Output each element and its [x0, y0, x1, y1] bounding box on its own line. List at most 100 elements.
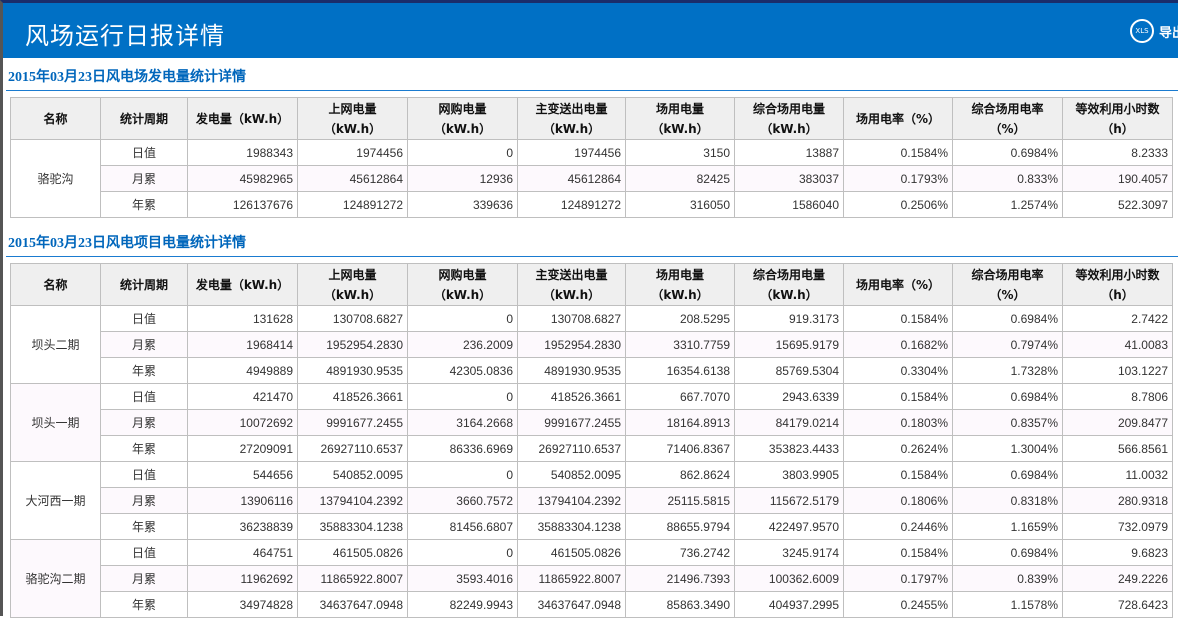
- column-header: 场用电率（%）: [843, 263, 953, 306]
- section-title-farm: 2015年03月23日风电场发电量统计详情: [8, 70, 246, 85]
- value-cell: 130708.6827: [517, 305, 626, 332]
- value-cell: 1952954.2830: [297, 331, 408, 358]
- value-cell: 0.2624%: [843, 435, 953, 462]
- value-cell: 34637647.0948: [297, 591, 408, 618]
- value-cell: 544656: [187, 461, 298, 488]
- value-cell: 15695.9179: [734, 331, 844, 358]
- column-header-text: 网购电量: [438, 267, 487, 282]
- value-cell: 667.7070: [625, 383, 735, 410]
- value-cell: 1974456: [517, 139, 626, 166]
- row-group-name: 骆驼沟: [10, 139, 101, 218]
- value-cell: 9991677.2455: [517, 409, 626, 436]
- column-header-text: （kW.h）: [542, 121, 601, 136]
- column-header: 主变送出电量 （kW.h）: [517, 263, 626, 306]
- value-cell: 3803.9905: [734, 461, 844, 488]
- column-header: 网购电量 （kW.h）: [407, 97, 518, 140]
- value-cell: 0.7974%: [952, 331, 1063, 358]
- value-cell: 0.1584%: [843, 461, 953, 488]
- period-cell: 月累: [100, 331, 188, 358]
- value-cell: 316050: [625, 191, 735, 218]
- row-group-name: 坝头一期: [10, 383, 101, 462]
- farm-stats-table: 名称 统计周期 发电量（kW.h） 上网电量 （kW.h） 网购电量 （kW.h） 主变送出电…: [10, 97, 1173, 218]
- value-cell: 3150: [625, 139, 735, 166]
- column-header-text: 上网电量: [328, 267, 377, 282]
- column-header-text: （kW.h）: [323, 121, 382, 136]
- column-header-text: （h）: [1101, 287, 1134, 302]
- period-cell: 月累: [100, 165, 188, 192]
- column-header: 统计周期: [100, 263, 188, 306]
- value-cell: 0.1806%: [843, 487, 953, 514]
- period-cell: 年累: [100, 591, 188, 618]
- column-header-text: （kW.h）: [760, 287, 818, 302]
- value-cell: 0.3304%: [843, 357, 953, 384]
- period-cell: 日值: [100, 383, 188, 410]
- section-divider: [6, 256, 1178, 257]
- column-header: 网购电量 （kW.h）: [407, 263, 518, 306]
- column-header-text: 综合场用电量: [752, 267, 825, 282]
- value-cell: 9991677.2455: [297, 409, 408, 436]
- value-cell: 11865922.8007: [297, 565, 408, 592]
- column-header: 名称: [10, 97, 101, 140]
- section-title-project: 2015年03月23日风电项目电量统计详情: [8, 236, 246, 251]
- value-cell: 1968414: [187, 331, 298, 358]
- table-row: 骆驼沟二期 日值 464751 461505.0826 0 461505.0826 736.…: [10, 539, 1173, 618]
- value-cell: 540852.0095: [517, 461, 626, 488]
- column-header-text: （kW.h）: [651, 287, 709, 302]
- column-header-text: 上网电量: [328, 101, 377, 116]
- value-cell: 10072692: [187, 409, 298, 436]
- value-cell: 1586040: [734, 191, 844, 218]
- value-cell: 0.2446%: [843, 513, 953, 540]
- period-cell: 月累: [100, 565, 188, 592]
- column-header: 综合场用电率 （%）: [952, 263, 1063, 306]
- value-cell: 0.839%: [952, 565, 1063, 592]
- value-cell: 0.6984%: [952, 305, 1063, 332]
- value-cell: 0.833%: [952, 165, 1063, 192]
- column-header-text: （%）: [989, 287, 1026, 302]
- value-cell: 13794104.2392: [517, 487, 626, 514]
- value-cell: 0.1584%: [843, 539, 953, 566]
- column-header-text: 名称: [43, 277, 68, 292]
- value-cell: 383037: [734, 165, 844, 192]
- column-header: 场用电量 （kW.h）: [625, 97, 735, 140]
- value-cell: 0.1803%: [843, 409, 953, 436]
- value-cell: 0.8318%: [952, 487, 1063, 514]
- column-header-text: 场用电量: [655, 267, 704, 282]
- column-header-text: 综合场用电量: [752, 101, 825, 116]
- column-header: 场用电量 （kW.h）: [625, 263, 735, 306]
- value-cell: 208.5295: [625, 305, 735, 332]
- value-cell: 4949889: [187, 357, 298, 384]
- value-cell: 100362.6009: [734, 565, 844, 592]
- period-cell: 日值: [100, 461, 188, 488]
- value-cell: 85769.5304: [734, 357, 844, 384]
- value-cell: 862.8624: [625, 461, 735, 488]
- value-cell: 421470: [187, 383, 298, 410]
- value-cell: 86336.6969: [407, 435, 518, 462]
- value-cell: 1952954.2830: [517, 331, 626, 358]
- value-cell: 103.1227: [1062, 357, 1173, 384]
- table-row: 月累 10072692 9991677.2455 3164.2668 9991677.2…: [11, 409, 1173, 436]
- column-header-text: 等效利用小时数: [1075, 267, 1160, 282]
- value-cell: 0.2455%: [843, 591, 953, 618]
- value-cell: 124891272: [517, 191, 626, 218]
- column-header-text: （kW.h）: [542, 287, 601, 302]
- table-row: 坝头二期 日值 131628 130708.6827 0 130708.6827 208.5…: [10, 305, 1173, 384]
- column-header-text: （kW.h）: [651, 121, 709, 136]
- table-row: 坝头一期 日值 421470 418526.3661 0 418526.3661 667.7…: [10, 383, 1173, 462]
- row-group-name: 大河西一期: [10, 461, 101, 540]
- value-cell: 236.2009: [407, 331, 518, 358]
- value-cell: 339636: [407, 191, 518, 218]
- value-cell: 45612864: [297, 165, 408, 192]
- column-header-text: 综合场用电率: [971, 267, 1044, 282]
- column-header: 场用电率（%）: [843, 97, 953, 140]
- table-row: 年累 4949889 4891930.9535 42305.0836 4891930.9…: [11, 357, 1173, 384]
- value-cell: 1.2574%: [952, 191, 1063, 218]
- column-header-text: 综合场用电率: [971, 101, 1044, 116]
- value-cell: 422497.9570: [734, 513, 844, 540]
- table-row: 月累 45982965 45612864 12936 45612864 82425 3830…: [11, 165, 1173, 192]
- column-header: 综合场用电量 （kW.h）: [734, 97, 844, 140]
- export-button[interactable]: XLS 导出: [1130, 19, 1178, 43]
- value-cell: 84179.0214: [734, 409, 844, 436]
- column-header-text: （h）: [1101, 121, 1134, 136]
- xls-icon: XLS: [1130, 19, 1154, 43]
